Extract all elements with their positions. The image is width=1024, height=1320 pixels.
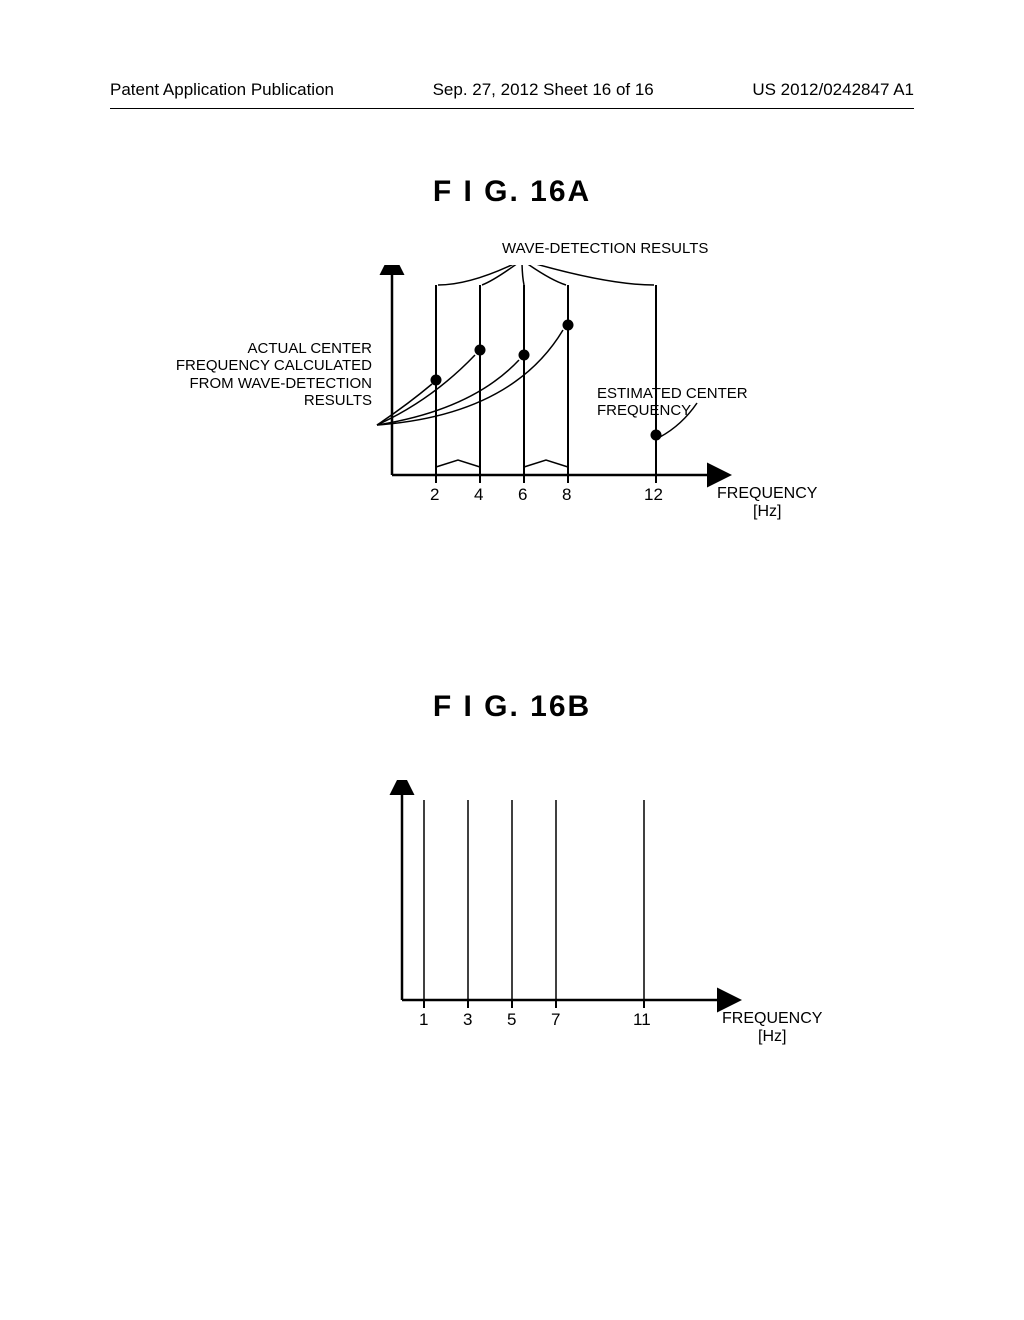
chart-16a-svg [212, 265, 812, 605]
xlabel-b: FREQUENCY [Hz] [722, 1010, 822, 1046]
tick-b-3: 7 [551, 1010, 560, 1030]
header-right: US 2012/0242847 A1 [752, 80, 914, 100]
tick-a-3: 8 [562, 485, 571, 505]
chart-16b-svg [212, 780, 812, 1120]
tick-a-0: 2 [430, 485, 439, 505]
figure-title-16a: F I G. 16A [433, 175, 591, 209]
chart-16b: 1 3 5 7 11 FREQUENCY [Hz] [212, 780, 812, 1120]
figure-title-16b: F I G. 16B [433, 690, 591, 724]
anno-actual-center: ACTUAL CENTER FREQUENCY CALCULATED FROM … [162, 340, 372, 409]
header-rule [110, 108, 914, 109]
tick-a-1: 4 [474, 485, 483, 505]
anno-wave-detection: WAVE-DETECTION RESULTS [502, 240, 708, 257]
chart-16a: WAVE-DETECTION RESULTS ACTUAL CENTER FRE… [212, 265, 812, 605]
tick-b-1: 3 [463, 1010, 472, 1030]
header-left: Patent Application Publication [110, 80, 334, 100]
tick-b-0: 1 [419, 1010, 428, 1030]
page-header: Patent Application Publication Sep. 27, … [110, 80, 914, 100]
tick-b-2: 5 [507, 1010, 516, 1030]
header-center: Sep. 27, 2012 Sheet 16 of 16 [433, 80, 654, 100]
xlabel-a: FREQUENCY [Hz] [717, 485, 817, 521]
tick-a-4: 12 [644, 485, 663, 505]
tick-b-4: 11 [633, 1010, 651, 1030]
tick-a-2: 6 [518, 485, 527, 505]
anno-estimated-center: ESTIMATED CENTER FREQUENCY [597, 385, 812, 420]
anno-actual-center-text: ACTUAL CENTER FREQUENCY CALCULATED FROM … [176, 340, 372, 409]
